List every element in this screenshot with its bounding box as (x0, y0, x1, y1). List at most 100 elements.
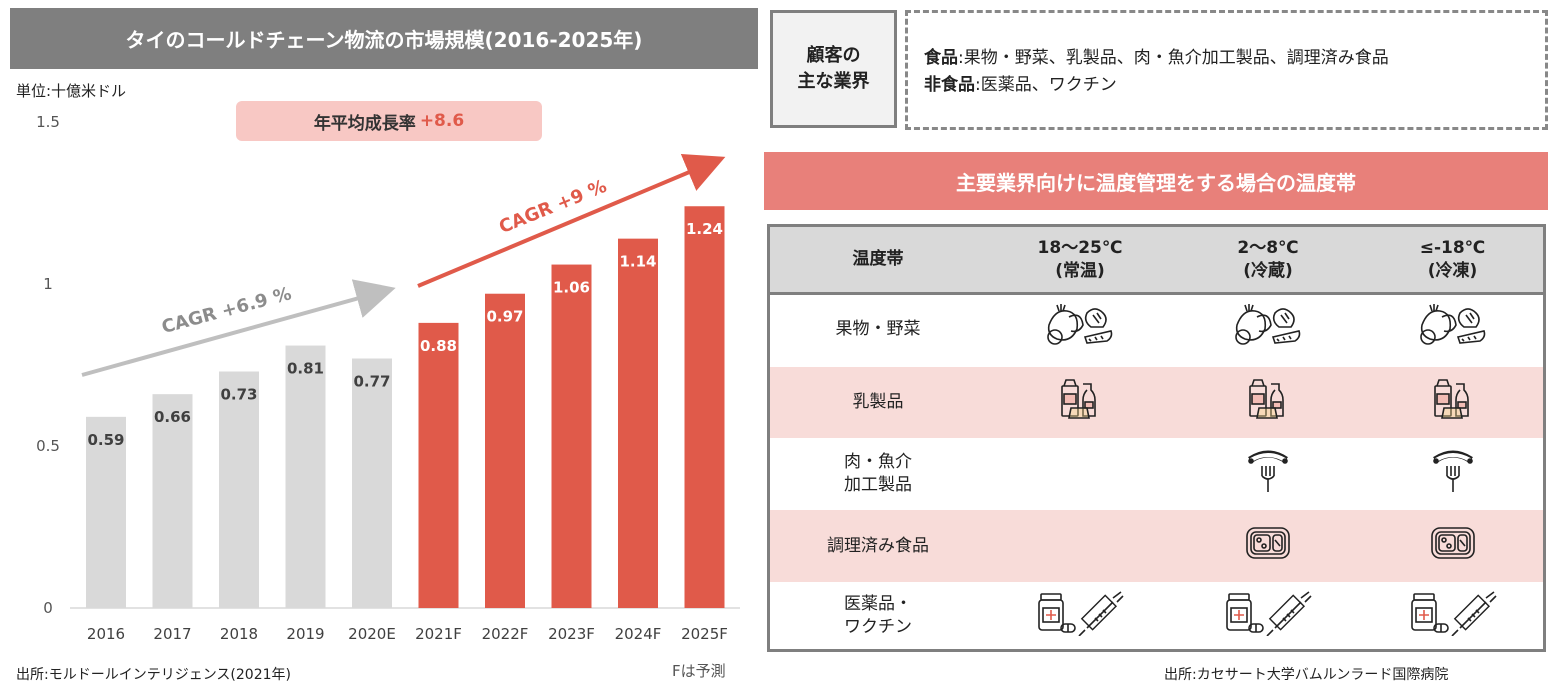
medicine-vaccine-icon (1035, 590, 1125, 643)
zone-cell (1174, 438, 1362, 510)
food-items: :果物・野菜、乳製品、肉・魚介加工製品、調理済み食品 (958, 48, 1389, 68)
bar-value-label: 1.24 (686, 220, 723, 238)
customer-heading-line1: 顧客の (806, 45, 861, 66)
food-label: 食品 (924, 48, 958, 68)
y-tick-label: 0 (43, 599, 53, 617)
header-chilled-name: (冷蔵) (1243, 260, 1293, 281)
future-trend-arrow (417, 153, 726, 288)
header-ambient-range: 18〜25℃ (1037, 237, 1123, 258)
header-frozen-name: (冷凍) (1427, 260, 1478, 281)
header-ambient: 18〜25℃ (常温) (986, 227, 1174, 292)
bar-value-label: 1.06 (553, 279, 590, 297)
dairy-icon (1059, 378, 1101, 427)
table-row: 乳製品 (770, 367, 1543, 438)
y-tick-label: 1.5 (36, 113, 60, 131)
cagr-summary-value: +8.6 (419, 111, 465, 131)
customer-industries-list: 食品:果物・野菜、乳製品、肉・魚介加工製品、調理済み食品 非食品:医薬品、ワクチ… (905, 10, 1548, 130)
row-label-line1: 医薬品・ (844, 594, 912, 614)
zone-cell (1174, 510, 1362, 582)
header-ambient-name: (常温) (1055, 260, 1105, 281)
sausage-icon (1246, 448, 1290, 501)
nonfood-items: :医薬品、ワクチン (975, 75, 1117, 95)
header-temp-zone: 温度帯 (852, 249, 904, 269)
nonfood-label: 非食品 (924, 75, 975, 95)
fruit-veg-icon (1045, 303, 1115, 356)
medicine-vaccine-icon (1223, 590, 1313, 643)
table-row: 肉・魚介 加工製品 (770, 438, 1543, 510)
forecast-note: Fは予測 (672, 662, 726, 680)
cagr-summary-box: 年平均成長率 +8.6 (236, 101, 542, 141)
bar-2020E (352, 358, 392, 608)
bar-chart: 0 0.5 1 1.5 0.59 2016 0.66 2017 0.73 2018 0.81 201… (36, 113, 740, 643)
zone-cell (1362, 438, 1543, 510)
y-tick-label: 0.5 (36, 437, 60, 455)
dairy-icon (1432, 378, 1474, 427)
bar-value-label: 0.97 (486, 308, 523, 326)
y-tick-label: 1 (43, 275, 53, 293)
x-tick-label: 2025F (681, 625, 728, 643)
bar-value-label: 0.77 (353, 373, 390, 391)
zone-cell (986, 367, 1174, 438)
past-trend-arrow (81, 279, 396, 377)
zone-cell (1362, 510, 1543, 582)
bar-2016 (86, 416, 126, 608)
sausage-icon (1431, 448, 1475, 501)
bar-2018 (219, 371, 259, 608)
zone-cell (1174, 292, 1362, 367)
row-label: 医薬品・ ワクチン (770, 582, 986, 650)
x-tick-label: 2023F (548, 625, 595, 643)
table-header-row: 温度帯 18〜25℃ (常温) 2〜8℃ (冷蔵) ≤-18℃ (冷凍) (770, 227, 1543, 295)
cagr-past-label: CAGR +6.9 % (159, 283, 293, 338)
cagr-summary-label: 年平均成長率 (313, 113, 416, 134)
medicine-vaccine-icon (1408, 590, 1498, 643)
header-chilled-range: 2〜8℃ (1237, 237, 1299, 258)
zone-cell (986, 438, 1174, 510)
row-label: 調理済み食品 (770, 510, 986, 582)
bar-2024F (618, 238, 658, 608)
zone-cell (1174, 582, 1362, 650)
bar-value-label: 0.73 (220, 385, 257, 403)
bar-value-label: 1.14 (619, 253, 656, 271)
bar-2022F (485, 293, 525, 608)
source-right: 出所:カセサート大学バムルンラード国際病院 (1164, 667, 1449, 683)
row-label-line1: 果物・野菜 (835, 319, 921, 339)
header-chilled: 2〜8℃ (冷蔵) (1174, 227, 1362, 292)
zone-cell (1174, 367, 1362, 438)
bar-2023F (551, 264, 592, 608)
ready-meal-icon (1245, 526, 1291, 567)
x-tick-label: 2019 (286, 625, 324, 643)
bar-2019 (285, 345, 326, 608)
source-left: 出所:モルドールインテリジェンス(2021年) (16, 667, 291, 683)
x-tick-label: 2018 (220, 625, 258, 643)
bar-2017 (152, 394, 193, 608)
temperature-zone-table: 温度帯 18〜25℃ (常温) 2〜8℃ (冷蔵) ≤-18℃ (冷凍) 果物・… (767, 224, 1546, 652)
zone-cell (1362, 582, 1543, 650)
unit-label: 単位:十億米ドル (16, 82, 127, 100)
header-frozen: ≤-18℃ (冷凍) (1362, 227, 1543, 292)
row-label: 肉・魚介 加工製品 (770, 438, 986, 510)
bar-2021F (418, 322, 459, 608)
nonfood-line: 非食品:医薬品、ワクチン (924, 72, 1545, 99)
x-tick-label: 2022F (482, 625, 529, 643)
row-label-line1: 肉・魚介 (844, 452, 912, 472)
x-tick-label: 2020E (348, 625, 396, 643)
temperature-zone-heading: 主要業界向けに温度管理をする場合の温度帯 (764, 152, 1548, 210)
chart-title: タイのコールドチェーン物流の市場規模(2016-2025年) (10, 8, 758, 69)
bars: 0.59 2016 0.66 2017 0.73 2018 0.81 2019 0.77 2020… (86, 206, 728, 643)
zone-cell (986, 292, 1174, 367)
bar-2025F (684, 206, 725, 608)
header-frozen-range: ≤-18℃ (1419, 237, 1486, 258)
zone-cell (986, 510, 1174, 582)
food-line: 食品:果物・野菜、乳製品、肉・魚介加工製品、調理済み食品 (924, 45, 1545, 72)
row-label: 果物・野菜 (770, 292, 986, 367)
row-label-line2: 加工製品 (844, 475, 912, 495)
table-row: 医薬品・ ワクチン (770, 582, 1543, 650)
zone-cell (986, 582, 1174, 650)
bar-value-label: 0.81 (287, 360, 324, 378)
x-tick-label: 2017 (153, 625, 191, 643)
dairy-icon (1247, 378, 1289, 427)
ready-meal-icon (1430, 526, 1476, 567)
row-label-line1: 調理済み食品 (827, 535, 929, 556)
customer-industries-heading: 顧客の 主な業界 (770, 10, 897, 128)
fruit-veg-icon (1233, 303, 1303, 356)
